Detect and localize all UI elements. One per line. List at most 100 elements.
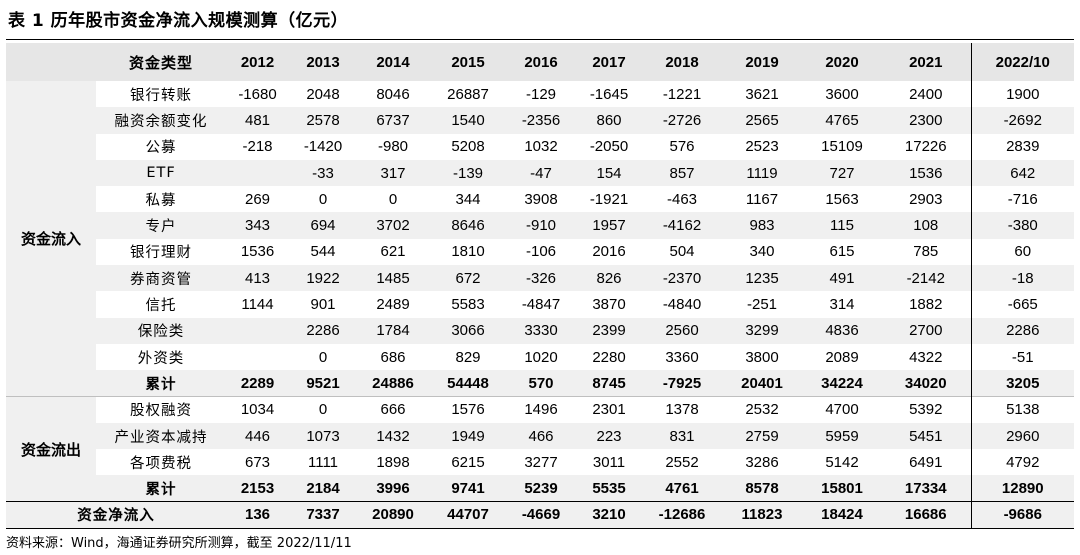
row-label: 专户 <box>96 212 226 239</box>
value-cell: 0 <box>318 348 328 366</box>
table-row: 资金流出 股权融资 1034 0 666 1576 1496 2301 1378 2532 4700… <box>6 396 1074 502</box>
header-year: 2021 <box>881 43 971 81</box>
table-row: 各项费税 673 1111 1898 6215 3277 3011 2552 3286 5142 6… <box>6 449 1074 476</box>
value-cell: -1645 <box>589 85 629 103</box>
value-cell: -51 <box>970 343 1074 371</box>
value-cell: 344 <box>455 190 481 208</box>
value-cell: 6215 <box>451 453 485 471</box>
value-cell: -7925 <box>643 370 721 397</box>
value-cell: -716 <box>970 186 1074 213</box>
value-cell: 1536 <box>881 159 971 187</box>
header-year: 2015 <box>429 43 507 81</box>
row-label: 股权融资 <box>96 396 226 423</box>
row-label: 公募 <box>145 140 177 157</box>
value-cell: 2399 <box>575 317 643 344</box>
value-cell: 1485 <box>357 265 429 292</box>
value-cell <box>226 159 289 187</box>
value-cell: 4700 <box>803 396 881 423</box>
value-cell: 7337 <box>289 501 357 529</box>
value-cell: 5208 <box>451 138 485 156</box>
value-cell: 4761 <box>643 475 721 502</box>
row-label: 银行理财 <box>130 245 192 262</box>
value-cell: 12890 <box>970 475 1074 502</box>
value-cell: 20890 <box>357 501 429 529</box>
value-cell: -129 <box>525 85 557 103</box>
value-cell: 2523 <box>745 138 779 156</box>
value-cell: 1034 <box>226 396 289 423</box>
value-cell: 831 <box>643 422 721 450</box>
value-cell: 3277 <box>524 453 558 471</box>
value-cell: 1111 <box>307 453 339 471</box>
row-label: 产业资本减持 <box>96 422 226 450</box>
value-cell: 269 <box>244 190 271 208</box>
value-cell: 15801 <box>803 475 881 502</box>
value-cell: 2289 <box>226 370 289 397</box>
value-cell: 6737 <box>357 107 429 134</box>
value-cell: 673 <box>244 453 271 471</box>
value-cell: 1576 <box>429 396 507 423</box>
value-cell: -47 <box>507 159 575 187</box>
value-cell: -2356 <box>507 107 575 134</box>
value-cell: -2692 <box>970 107 1074 134</box>
value-cell: 1073 <box>289 422 357 450</box>
value-cell: -251 <box>746 296 778 314</box>
value-cell: 857 <box>643 159 721 187</box>
value-cell: 1540 <box>429 107 507 134</box>
value-cell: 3210 <box>575 501 643 529</box>
row-label: 券商资管 <box>96 265 226 292</box>
value-cell: -326 <box>507 265 575 292</box>
value-cell: 2903 <box>909 190 943 208</box>
value-cell: 8578 <box>721 475 803 502</box>
value-cell: 2153 <box>226 475 289 502</box>
value-cell: 1167 <box>745 190 779 208</box>
value-cell: 3870 <box>592 296 626 314</box>
header-category: 资金类型 <box>96 43 226 81</box>
value-cell: 2286 <box>289 317 357 344</box>
value-cell <box>226 317 289 344</box>
value-cell: -18 <box>970 265 1074 292</box>
header-year: 2022/10 <box>970 43 1074 81</box>
value-cell: 20401 <box>721 370 803 397</box>
value-cell: 2048 <box>306 85 340 103</box>
value-cell: 2301 <box>575 396 643 423</box>
value-cell: -2050 <box>589 138 629 156</box>
row-label: 累计 <box>96 370 226 397</box>
group-label-inflow: 资金流入 <box>6 81 96 397</box>
value-cell: 9741 <box>429 475 507 502</box>
value-cell: 3330 <box>507 317 575 344</box>
value-cell: 1536 <box>240 243 275 261</box>
value-cell: 5535 <box>575 475 643 502</box>
value-cell: 2759 <box>721 422 803 450</box>
value-cell: 1020 <box>524 348 558 366</box>
value-cell <box>226 344 289 370</box>
value-cell: 16686 <box>881 501 971 529</box>
value-cell: 2960 <box>970 422 1074 450</box>
source-note: 资料来源：Wind，海通证券研究所测算，截至 2022/11/11 <box>6 536 352 551</box>
value-cell: 5138 <box>970 396 1074 423</box>
value-cell: 3621 <box>745 85 779 103</box>
value-cell: 54448 <box>429 370 507 397</box>
value-cell: -218 <box>242 138 273 156</box>
value-cell: -463 <box>666 190 698 208</box>
value-cell: 576 <box>669 138 695 156</box>
value-cell: 2532 <box>721 396 803 423</box>
header-year: 2020 <box>803 43 881 81</box>
table-row: 资金流入 银行转账 -1680 2048 8046 26887 -129 -1645 -1221… <box>6 81 1074 397</box>
value-cell: 686 <box>380 348 406 366</box>
row-label: 信托 <box>145 298 177 315</box>
value-cell: 317 <box>357 159 429 187</box>
value-cell: 1432 <box>357 422 429 450</box>
row-label: 银行转账 <box>130 87 192 104</box>
value-cell: 1810 <box>451 243 485 261</box>
value-cell: 5142 <box>825 453 859 471</box>
value-cell: 860 <box>575 107 643 134</box>
value-cell: -33 <box>289 159 357 187</box>
header-corner <box>6 43 96 81</box>
value-cell: 115 <box>803 212 881 239</box>
row-label: 各项费税 <box>130 455 192 472</box>
value-cell: -4847 <box>521 296 561 314</box>
value-cell: 2578 <box>289 107 357 134</box>
table-row: 券商资管 413 1922 1485 672 -326 826 -2370 1235 491 -21… <box>6 265 1074 292</box>
value-cell: 8046 <box>376 85 410 103</box>
table-row: 累计 2289 9521 24886 54448 570 8745 -7925 20401 342… <box>6 370 1074 397</box>
